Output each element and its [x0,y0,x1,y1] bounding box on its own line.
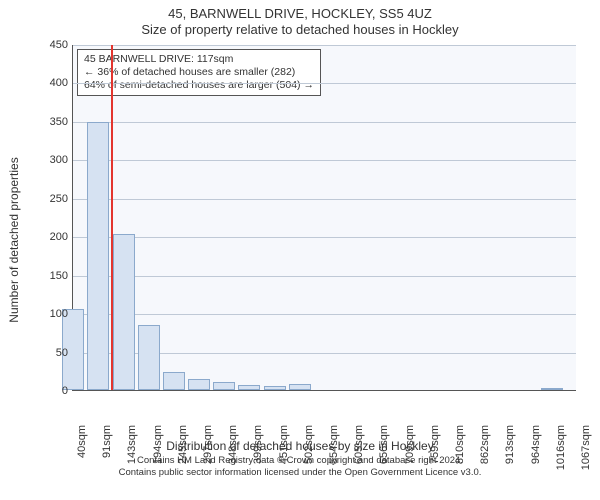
y-tick: 400 [18,77,68,89]
x-tick: 810sqm [454,425,466,464]
gridline [73,160,576,161]
x-tick: 194sqm [152,425,164,464]
x-tick: 502sqm [303,425,315,464]
y-tick: 350 [18,116,68,128]
y-tick: 300 [18,154,68,166]
y-tick: 450 [18,39,68,51]
x-tick: 1016sqm [555,425,567,470]
gridline [73,237,576,238]
x-tick: 913sqm [504,425,516,464]
plot-area: 45 BARNWELL DRIVE: 117sqm ← 36% of detac… [72,45,576,391]
x-tick: 862sqm [479,425,491,464]
x-tick: 1067sqm [580,425,592,470]
y-tick: 100 [18,308,68,320]
bar [87,122,109,390]
annotation-box: 45 BARNWELL DRIVE: 117sqm ← 36% of detac… [77,49,321,96]
bar [541,388,563,390]
x-tick: 554sqm [328,425,340,464]
x-tick: 348sqm [227,425,239,464]
x-tick: 297sqm [202,425,214,464]
gridline [73,122,576,123]
y-tick: 0 [18,385,68,397]
y-tick: 50 [18,347,68,359]
x-tick: 399sqm [252,425,264,464]
credits: Contains HM Land Registry data © Crown c… [18,455,582,479]
bar [238,385,260,390]
title-main: 45, BARNWELL DRIVE, HOCKLEY, SS5 4UZ [0,6,600,21]
y-tick: 150 [18,270,68,282]
credits-line: Contains public sector information licen… [18,467,582,479]
y-tick: 200 [18,231,68,243]
bar [138,325,160,390]
x-tick: 40sqm [76,425,88,458]
bar [188,379,210,390]
marker-line [111,45,113,390]
x-tick: 245sqm [177,425,189,464]
x-tick: 91sqm [101,425,113,458]
x-tick: 605sqm [353,425,365,464]
x-tick: 964sqm [530,425,542,464]
gridline [73,83,576,84]
x-tick: 709sqm [404,425,416,464]
bar [163,372,185,390]
bar [213,382,235,390]
gridline [73,199,576,200]
title-sub: Size of property relative to detached ho… [0,22,600,37]
gridline [73,314,576,315]
x-tick: 656sqm [378,425,390,464]
gridline [73,276,576,277]
annotation-line: 64% of semi-detached houses are larger (… [84,79,314,92]
chart: Number of detached properties 45 BARNWEL… [18,41,582,439]
x-tick: 451sqm [278,425,290,464]
gridline [73,45,576,46]
y-tick: 250 [18,193,68,205]
x-tick: 759sqm [429,425,441,464]
bar [289,384,311,390]
bar [264,386,286,390]
annotation-line: 45 BARNWELL DRIVE: 117sqm [84,53,314,66]
annotation-line: ← 36% of detached houses are smaller (28… [84,66,314,79]
bar [113,234,135,390]
x-tick: 143sqm [126,425,138,464]
